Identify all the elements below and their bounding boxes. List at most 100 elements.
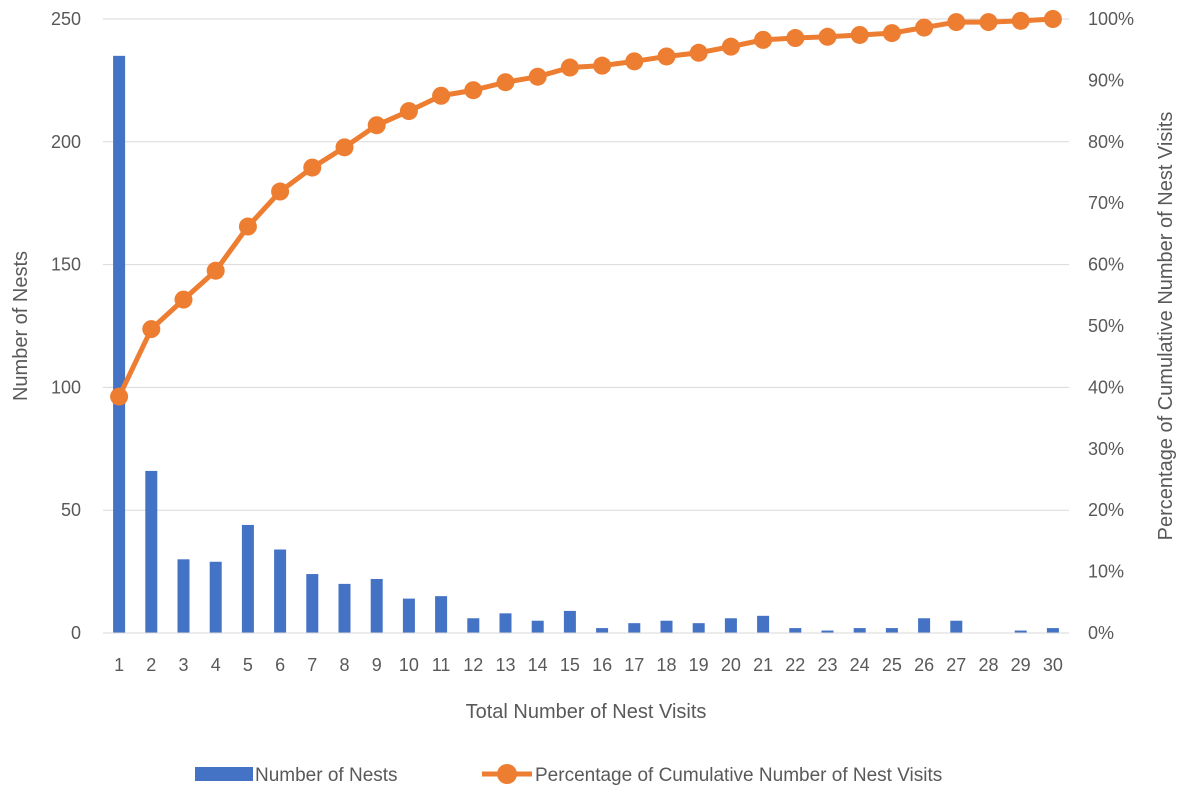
y-tick-label: 200 — [51, 132, 81, 152]
legend: Number of Nests Percentage of Cumulative… — [195, 764, 942, 786]
gridlines — [103, 18, 1069, 511]
bar — [853, 628, 866, 633]
line-point — [335, 138, 354, 157]
x-tick-label: 9 — [372, 655, 382, 675]
y2-tick-label: 80% — [1088, 132, 1124, 152]
bar — [435, 596, 448, 633]
y2-tick-label: 90% — [1088, 70, 1124, 90]
bar — [306, 574, 319, 633]
line-point — [206, 261, 225, 280]
bar — [692, 623, 705, 633]
x-tick-label: 5 — [243, 655, 253, 675]
x-tick-label: 21 — [753, 655, 773, 675]
y2-tick-label: 20% — [1088, 500, 1124, 520]
x-tick-label: 19 — [689, 655, 709, 675]
x-tick-label: 24 — [850, 655, 870, 675]
line-point — [399, 102, 418, 121]
x-tick-label: 15 — [560, 655, 580, 675]
line-series — [110, 10, 1062, 406]
bar — [757, 615, 770, 633]
line-point — [754, 30, 773, 49]
bar — [660, 620, 673, 633]
y-tick-label: 0 — [71, 623, 81, 643]
x-tick-label: 26 — [914, 655, 934, 675]
x-tick-label: 7 — [307, 655, 317, 675]
x-tick-label: 16 — [592, 655, 612, 675]
line-point — [850, 25, 869, 44]
line-point — [979, 13, 998, 32]
line-point — [238, 217, 257, 236]
x-tick-label: 13 — [495, 655, 515, 675]
bar — [789, 628, 802, 633]
y-tick-label: 100 — [51, 377, 81, 397]
line-point — [786, 29, 805, 48]
y-axis-title: Number of Nests — [10, 251, 32, 401]
bar — [499, 613, 512, 633]
y2-tick-label: 100% — [1088, 9, 1134, 29]
x-tick-label: 11 — [432, 655, 451, 675]
y2-tick-label: 60% — [1088, 255, 1124, 275]
line-point — [560, 58, 579, 77]
y2-tick-label: 10% — [1088, 562, 1124, 582]
line-point — [432, 86, 451, 105]
line-point — [528, 67, 547, 86]
legend-bar-label: Number of Nests — [255, 765, 398, 786]
x-tick-label: 1 — [114, 655, 124, 675]
line-point — [882, 24, 901, 43]
x-tick-label: 12 — [463, 655, 483, 675]
x-tick-label: 10 — [399, 655, 419, 675]
y2-axis-title: Percentage of Cumulative Number of Nest … — [1155, 112, 1177, 541]
y-tick-label: 150 — [51, 255, 81, 275]
bar — [1014, 630, 1027, 633]
cumulative-line — [116, 16, 1056, 400]
x-tick-label: 17 — [624, 655, 644, 675]
bar — [113, 55, 126, 633]
line-point — [464, 81, 483, 100]
x-tick-label: 27 — [946, 655, 966, 675]
x-tick-label: 28 — [978, 655, 998, 675]
bar — [274, 549, 287, 633]
x-tick-label: 6 — [275, 655, 285, 675]
line-point — [174, 290, 193, 309]
bar — [145, 470, 158, 633]
x-axis-title: Total Number of Nest Visits — [466, 701, 707, 723]
x-tick-label: 8 — [339, 655, 349, 675]
bar — [370, 578, 383, 633]
line-point — [689, 43, 708, 62]
bar — [628, 623, 641, 633]
line-point — [657, 47, 676, 66]
bar — [209, 561, 222, 633]
line-point — [947, 13, 966, 32]
y2-tick-label: 0% — [1088, 623, 1114, 643]
line-point — [271, 182, 290, 201]
x-tick-label: 22 — [785, 655, 805, 675]
x-tick-label: 20 — [721, 655, 741, 675]
legend-line-label: Percentage of Cumulative Number of Nest … — [535, 765, 942, 786]
x-tick-label: 30 — [1043, 655, 1063, 675]
bar — [402, 598, 415, 633]
legend-line-marker — [497, 764, 517, 784]
line-point — [303, 158, 322, 177]
line-point — [721, 37, 740, 56]
bar — [467, 618, 480, 633]
x-tick-label: 23 — [817, 655, 837, 675]
y2-tick-label: 30% — [1088, 439, 1124, 459]
line-point — [1011, 11, 1030, 30]
x-tick-label: 3 — [178, 655, 188, 675]
line-point — [110, 387, 129, 406]
bar — [338, 583, 351, 633]
y-tick-label: 250 — [51, 9, 81, 29]
bar — [724, 618, 737, 633]
bar-series — [113, 55, 1059, 633]
line-point — [625, 52, 644, 71]
legend-bar-swatch — [195, 767, 253, 781]
bar — [563, 610, 576, 633]
x-tick-label: 29 — [1011, 655, 1031, 675]
line-point — [593, 56, 612, 75]
x-tick-label: 25 — [882, 655, 902, 675]
y2-tick-label: 40% — [1088, 377, 1124, 397]
bar — [177, 559, 190, 633]
bar — [531, 620, 544, 633]
